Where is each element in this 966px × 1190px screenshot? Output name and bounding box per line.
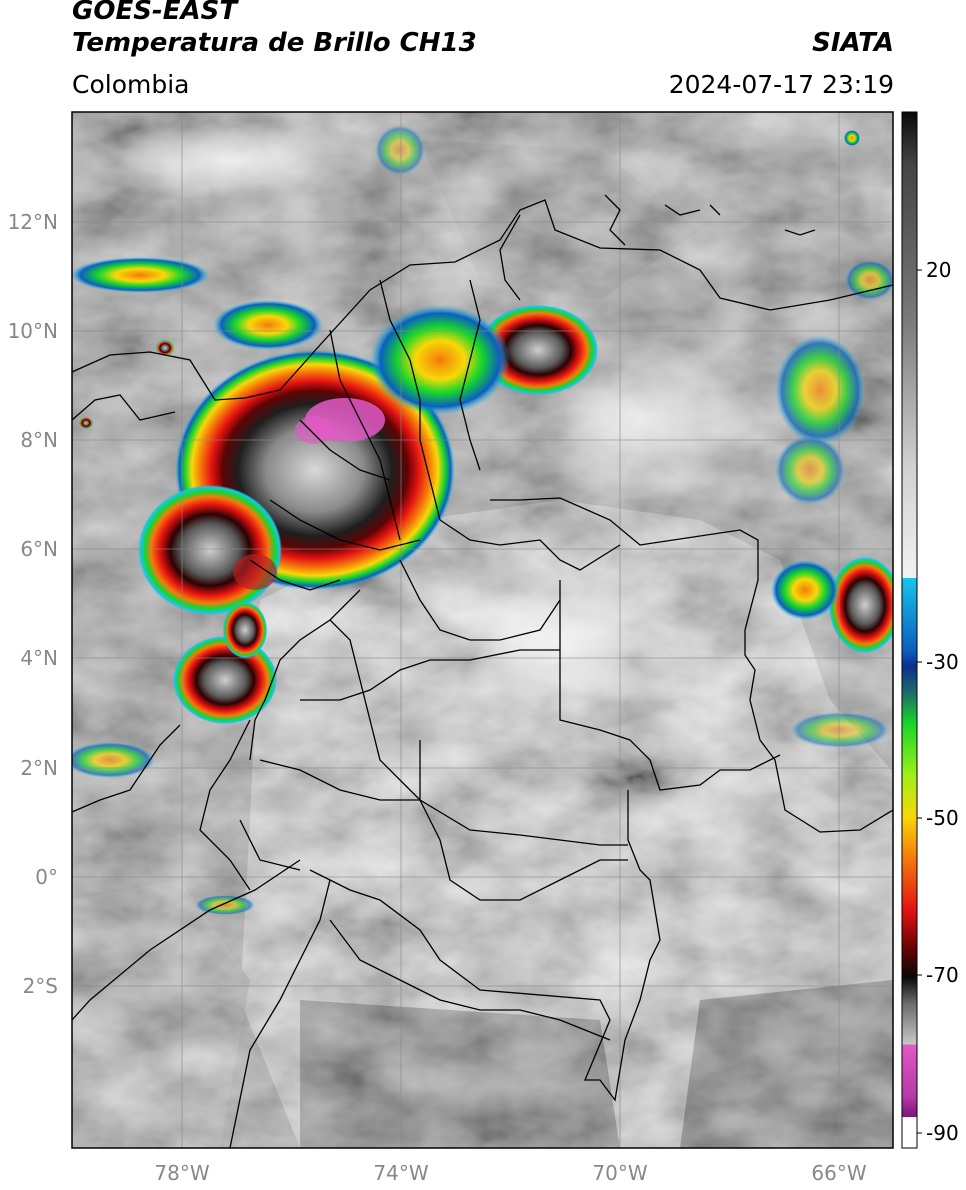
lat-label-4n: 4°N [20,646,58,670]
convective-cloud-systems [72,125,893,915]
longitude-labels: 78°W 74°W 70°W 66°W [154,1161,866,1185]
lat-label-6n: 6°N [20,537,58,561]
title-product: Temperatura de Brillo CH13 [72,28,477,58]
colorbar-label-minus30: -30 [926,650,959,674]
map-frame [71,111,894,1149]
lat-label-10n: 10°N [8,319,58,343]
datetime-label: 2024-07-17 23:19 [668,70,894,99]
lat-label-2s: 2°S [23,974,58,998]
colorbar-label-minus50: -50 [926,806,959,830]
colorbar-label-minus70: -70 [926,963,959,987]
lon-label-74w: 74°W [373,1161,428,1185]
lon-label-70w: 70°W [592,1161,647,1185]
colorbar-label-20: 20 [926,258,951,282]
lon-label-78w: 78°W [154,1161,209,1185]
graticule-gridlines [72,112,893,1148]
lon-label-66w: 66°W [811,1161,866,1185]
country-borders-coastlines [72,194,893,1148]
lat-label-0: 0° [35,865,58,889]
colorbar-label-minus90: -90 [926,1121,959,1145]
lat-label-2n: 2°N [20,756,58,780]
temperature-colorbar: 20 -30 -50 -70 -90 [901,111,959,1149]
region-label: Colombia [72,70,190,99]
brightness-temperature-image [72,112,893,1148]
source-label: SIATA [812,28,894,58]
lat-label-12n: 12°N [8,210,58,234]
lat-label-8n: 8°N [20,428,58,452]
colorbar-gradient [901,111,918,1149]
latitude-labels: 12°N 10°N 8°N 6°N 4°N 2°N 0° 2°S [8,210,58,998]
title-satellite: GOES-EAST [72,0,238,26]
